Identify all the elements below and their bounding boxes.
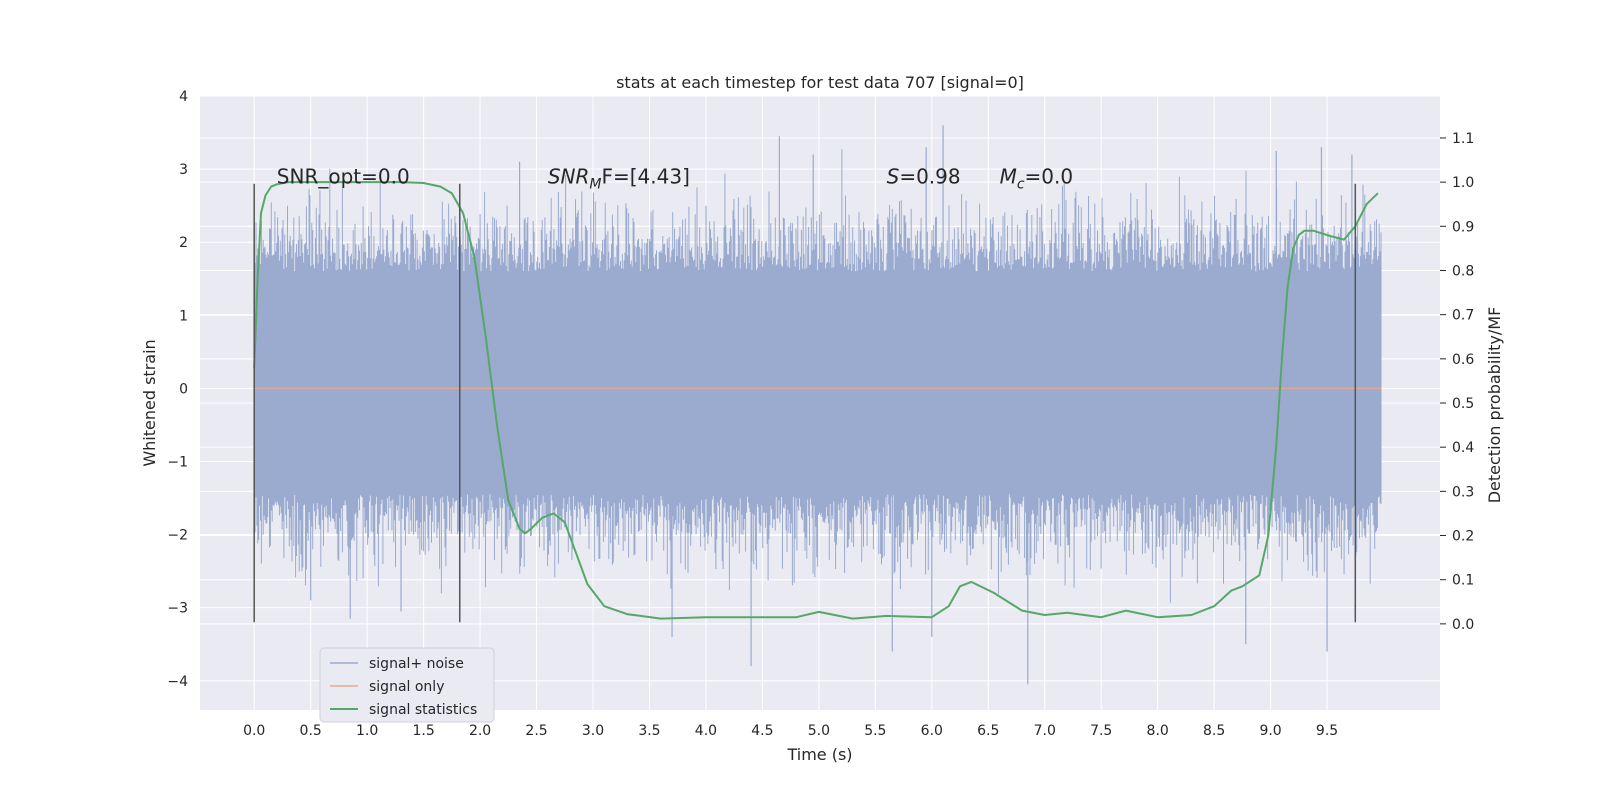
x-tick-label: 9.5: [1316, 723, 1338, 739]
y2-tick-label: 0.3: [1452, 484, 1474, 500]
annotations: SNR_opt=0.0 SNRMF=[4.43] S=0.98 Mc=0.0: [277, 165, 1073, 193]
y2-tick-label: 0.2: [1452, 529, 1474, 545]
x-tick-label: 1.5: [412, 723, 434, 739]
y-tick-label: −4: [167, 674, 188, 690]
y2-tick-label: 0.6: [1452, 352, 1474, 368]
x-tick-label: 0.0: [243, 723, 265, 739]
y-tick-label: 2: [179, 235, 188, 251]
legend: signal+ noise signal only signal statist…: [319, 647, 495, 723]
x-tick-label: 3.0: [582, 723, 604, 739]
x-tick-label: 8.0: [1147, 723, 1169, 739]
y-tick-label: −3: [167, 601, 188, 617]
x-tick-label: 1.0: [356, 723, 378, 739]
legend-label-signal-noise: signal+ noise: [369, 656, 464, 672]
y2-tick-label: 1.1: [1452, 131, 1474, 147]
x-tick-label: 8.5: [1203, 723, 1225, 739]
y2-tick-label: 0.8: [1452, 263, 1474, 279]
x-tick-label: 7.5: [1090, 723, 1112, 739]
noise-series: [253, 125, 1382, 685]
y2-tick-label: 0.1: [1452, 573, 1474, 589]
y2-tick-label: 0.0: [1452, 617, 1474, 633]
y-axis-ticks: 4 3 2 1 0 −1 −2 −3 −4: [167, 89, 188, 690]
y2-tick-label: 0.4: [1452, 440, 1474, 456]
x-tick-label: 5.5: [864, 723, 886, 739]
y2-tick-label: 1.0: [1452, 175, 1474, 191]
series-line-2: [253, 181, 1379, 620]
y-tick-label: 4: [179, 89, 188, 105]
vertical-markers: [253, 183, 1357, 623]
x-tick-label: 9.0: [1259, 723, 1281, 739]
x-tick-label: 3.5: [638, 723, 660, 739]
y-tick-label: 1: [179, 308, 188, 324]
x-tick-label: 0.5: [300, 723, 322, 739]
legend-label-signal-statistics: signal statistics: [369, 702, 477, 718]
chart-title: stats at each timestep for test data 707…: [616, 73, 1024, 92]
annotation-snr-mf: SNRMF=[4.43]: [548, 165, 690, 193]
annotation-mc: Mc=0.0: [1000, 165, 1074, 193]
x-tick-label: 2.0: [469, 723, 491, 739]
x-tick-label: 4.0: [695, 723, 717, 739]
line-series: [253, 181, 1382, 620]
x-tick-label: 5.0: [808, 723, 830, 739]
legend-box: [319, 647, 495, 723]
y-axis-label: Whitened strain: [140, 339, 159, 466]
y-tick-label: 3: [179, 162, 188, 178]
y-tick-label: 0: [179, 381, 188, 397]
x-tick-label: 7.0: [1034, 723, 1056, 739]
x-tick-label: 2.5: [525, 723, 547, 739]
y-tick-label: −1: [167, 454, 188, 470]
x-tick-label: 4.5: [751, 723, 773, 739]
y2-axis-ticks: 1.1 1.0 0.9 0.8 0.7 0.6 0.5 0.4 0.3 0.2 0.1 0.0: [1440, 131, 1474, 633]
annotation-s-stat: S=0.98: [887, 165, 961, 189]
x-axis-label: Time (s): [786, 745, 852, 764]
x-tick-label: 6.5: [977, 723, 999, 739]
y2-tick-label: 0.5: [1452, 396, 1474, 412]
x-axis-ticks: 0.0 0.5 1.0 1.5 2.0 2.5 3.0 3.5 4.0 4.5 5.0 5.5 6.0 6…: [243, 723, 1338, 739]
y2-axis-label: Detection probability/MF: [1485, 307, 1504, 504]
x-tick-label: 6.0: [921, 723, 943, 739]
annotation-snr-opt: SNR_opt=0.0: [277, 165, 410, 189]
y-tick-label: −2: [167, 528, 188, 544]
legend-label-signal-only: signal only: [369, 679, 444, 695]
y2-tick-label: 0.7: [1452, 308, 1474, 324]
y2-tick-label: 0.9: [1452, 219, 1474, 235]
